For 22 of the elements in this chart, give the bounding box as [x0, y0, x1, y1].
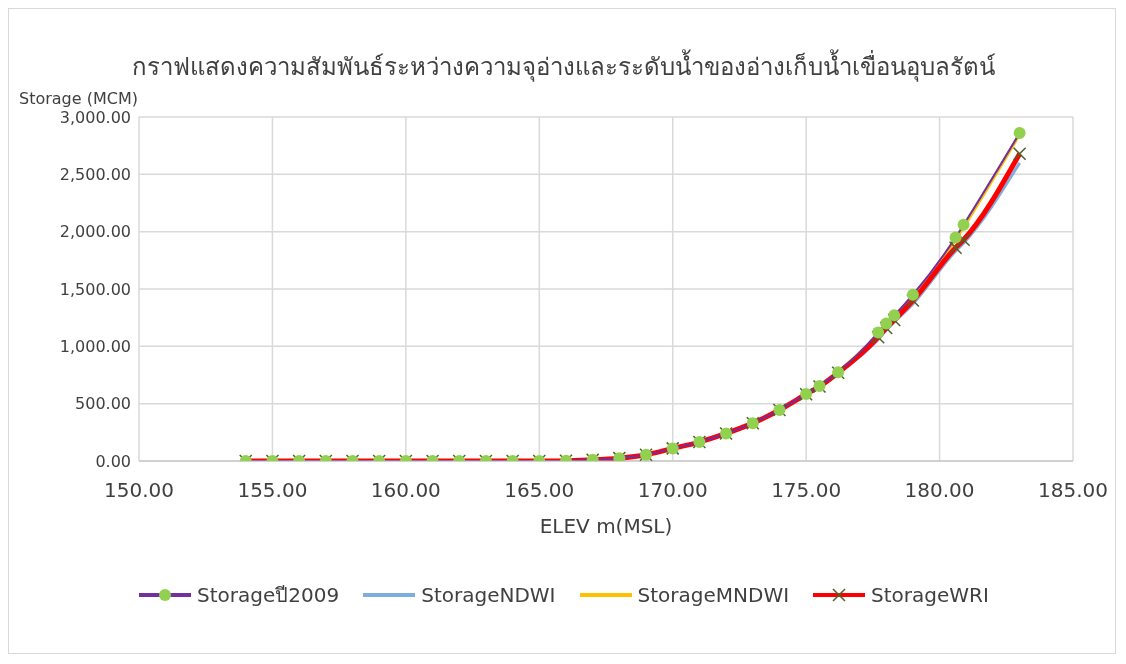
legend-label: StorageMNDWI: [637, 583, 790, 607]
x-tick-label: 150.00: [104, 478, 174, 503]
y-tick-label: 1,000.00: [59, 337, 131, 357]
legend-label: StorageWRI: [871, 583, 989, 607]
y-tick-label: 0.00: [95, 451, 131, 471]
x-tick-label: 155.00: [237, 478, 308, 503]
x-axis-title: ELEV m(MSL): [539, 514, 673, 538]
x-tick-label: 180.00: [904, 478, 975, 503]
y-tick-label: 2,500.00: [59, 165, 131, 185]
y-tick-label: 1,500.00: [59, 279, 131, 299]
legend-label: Storageปี2009: [197, 582, 340, 609]
x-tick-label: 170.00: [637, 478, 708, 503]
y-tick-label: 3,000.00: [59, 107, 131, 127]
y-axis-title: Storage (MCM): [19, 89, 138, 108]
x-tick-label: 175.00: [771, 478, 842, 503]
x-tick-label: 185.00: [1038, 478, 1108, 503]
y-tick-label: 500.00: [75, 394, 131, 414]
y-tick-label: 2,000.00: [59, 222, 131, 242]
legend-label: StorageNDWI: [421, 583, 556, 607]
x-tick-label: 165.00: [504, 478, 575, 503]
x-tick-label: 160.00: [370, 478, 441, 503]
chart-title: กราฟแสดงความสัมพันธ์ระหว่างความจุอ่างและระดับน้ำของอ่างเก็บน้ำเขื่อนอุบลรัตน์: [130, 48, 996, 84]
